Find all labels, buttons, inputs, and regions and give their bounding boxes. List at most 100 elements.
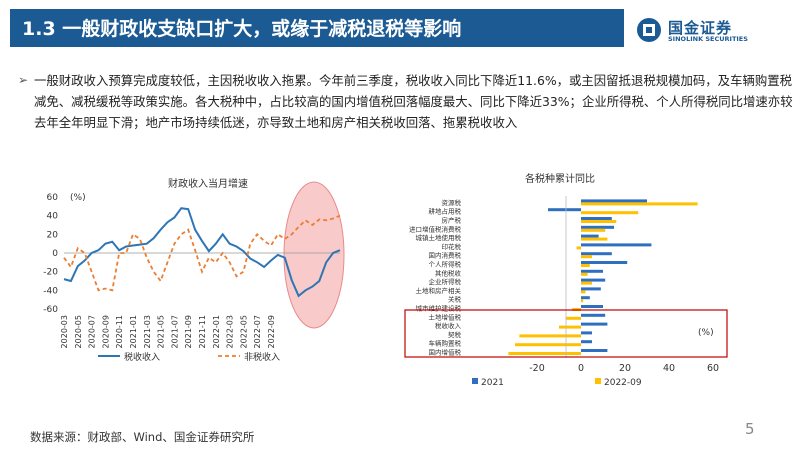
x-tick-label: 2021-07 — [170, 315, 179, 348]
bar-2021 — [581, 287, 601, 291]
chart-legend: 2021 2022-09 — [472, 378, 642, 388]
bar-2022-09 — [581, 264, 590, 267]
x-tick-label: 2021-01 — [129, 315, 138, 348]
category-label: 房产税 — [442, 216, 462, 225]
y-axis-unit: (%) — [70, 193, 86, 203]
category-label: 车辆购置税 — [429, 339, 462, 348]
legend-swatch-2022-09 — [595, 378, 601, 384]
bar-2021 — [581, 322, 608, 326]
category-label: 耕地占用税 — [429, 207, 462, 216]
bar-2022-09 — [559, 325, 581, 329]
x-tick-label: 20 — [619, 363, 631, 374]
bar-2022-09 — [581, 202, 698, 206]
legend-label-nontax: 非税收入 — [244, 351, 280, 363]
category-label: 城市维护建设税 — [416, 304, 462, 313]
category-label: 关税 — [448, 295, 462, 304]
bar-2021 — [581, 296, 590, 300]
category-label: 土地增值税 — [429, 312, 462, 321]
y-tick-label: -20 — [43, 268, 58, 278]
bar-2021 — [581, 305, 603, 308]
x-tick-label: 2022-05 — [239, 315, 248, 348]
summary-paragraph: ➢ 一般财政收入预算完成度较低，主因税收收入拖累。今年前三季度，税收收入同比下降… — [18, 70, 794, 133]
page-number: 5 — [745, 420, 755, 438]
legend-label-tax: 税收收入 — [124, 351, 160, 363]
category-label: 个人所得税 — [429, 260, 462, 269]
y-tick-label: -40 — [43, 286, 58, 296]
tax-category-bar-chart: 各税种累计同比 资源税耕地占用税房产税进口增值税消费税城镇土地使用税印花税国内消… — [404, 172, 728, 388]
data-source: 数据来源：财政部、Wind、国金证券研究所 — [30, 430, 255, 444]
revenue-growth-line-chart: 财政收入当月增速 (%) -60 -40 -20 0 20 40 60 2020-03 202… — [43, 177, 345, 363]
x-tick-label: 2020-05 — [74, 315, 83, 348]
category-label: 土地和房产相关 — [416, 286, 462, 295]
y-tick-label: -60 — [43, 305, 58, 315]
category-label: 企业所得税 — [429, 277, 462, 286]
title-bar — [10, 9, 624, 47]
chart-legend: 税收收入 非税收入 — [98, 351, 280, 363]
bar-2022-09 — [581, 255, 592, 259]
slide-title: 1.3 一般财政收支缺口扩大，或缘于减税退税等影响 — [22, 18, 462, 40]
x-tick-label: 2021-09 — [184, 315, 193, 348]
category-label: 资源税 — [442, 198, 462, 207]
bar-2022-09 — [508, 352, 581, 355]
bar-2021 — [581, 349, 608, 352]
bar-2022-09 — [581, 281, 592, 285]
x-tick-label: 40 — [663, 363, 675, 374]
bullet-arrow-icon: ➢ — [18, 73, 29, 87]
category-label: 契税 — [448, 330, 462, 339]
legend-label-2021: 2021 — [481, 378, 504, 388]
sinolink-logo-icon — [637, 18, 661, 42]
bar-2022-09 — [581, 228, 606, 232]
series-line-nontax-revenue — [63, 214, 341, 292]
x-tick-label: 2022-01 — [212, 315, 221, 348]
summary-text: 一般财政收入预算完成度较低，主因税收收入拖累。今年前三季度，税收收入同比下降近1… — [34, 73, 793, 130]
company-logo: 国金证券 SINOLINK SECURITIES — [636, 16, 786, 46]
highlight-box — [404, 309, 728, 358]
bar-2021 — [581, 217, 612, 220]
unit-label: (%) — [698, 328, 714, 338]
x-tick-label: 2020-09 — [101, 315, 110, 348]
logo-text-en: SINOLINK SECURITIES — [668, 35, 748, 43]
x-tick-label: 2021-05 — [157, 315, 166, 348]
bar-2021 — [548, 208, 581, 212]
highlight-ellipse — [283, 181, 345, 329]
bar-2022-09 — [515, 343, 581, 347]
bar-2022-09 — [581, 220, 617, 223]
x-tick-label: 2020-07 — [88, 315, 97, 348]
x-tick-label: 2021-11 — [198, 315, 207, 348]
category-label: 国内消费税 — [429, 251, 462, 260]
slide-header: 1.3 一般财政收支缺口扩大，或缘于减税退税等影响 国金证券 SINOLINK … — [0, 0, 802, 52]
chart-title: 各税种累计同比 — [525, 172, 595, 185]
x-tick-label: 2022-09 — [267, 315, 276, 348]
bar-2021 — [581, 331, 592, 335]
bar-2022-09 — [581, 299, 584, 303]
y-tick-label: 60 — [47, 193, 59, 203]
category-label: 进口增值税消费税 — [409, 224, 462, 233]
bar-2022-09 — [581, 272, 588, 276]
x-tick-label: 2020-03 — [60, 315, 69, 348]
x-tick-label: 0 — [578, 363, 584, 374]
bar-2021 — [581, 234, 599, 238]
bar-2022-09 — [565, 316, 581, 320]
legend-label-2022-09: 2022-09 — [604, 378, 642, 388]
x-tick-label: 60 — [707, 363, 719, 374]
bar-2021 — [581, 225, 614, 229]
category-label: 城镇土地使用税 — [416, 233, 462, 242]
bar-2022-09 — [581, 237, 608, 241]
y-tick-label: 20 — [47, 230, 59, 240]
series-line-tax-revenue — [63, 207, 341, 298]
logo-text-cn: 国金证券 — [668, 19, 733, 37]
category-label: 国内增值税 — [429, 348, 462, 357]
y-tick-label: 40 — [47, 212, 59, 222]
bar-2021 — [581, 243, 652, 247]
bar-2021 — [581, 278, 606, 282]
category-label: 印花税 — [442, 242, 462, 251]
bar-2021 — [581, 252, 612, 256]
bar-2021 — [581, 269, 603, 273]
x-tick-label: 2022-03 — [226, 315, 235, 348]
x-tick-label: 2021-03 — [143, 315, 152, 348]
category-label: 税收收入 — [435, 321, 462, 330]
x-tick-label: 2022-07 — [253, 315, 262, 348]
bar-2022-09 — [576, 246, 581, 250]
bar-2022-09 — [581, 290, 586, 294]
chart-title: 财政收入当月增速 — [168, 177, 248, 190]
